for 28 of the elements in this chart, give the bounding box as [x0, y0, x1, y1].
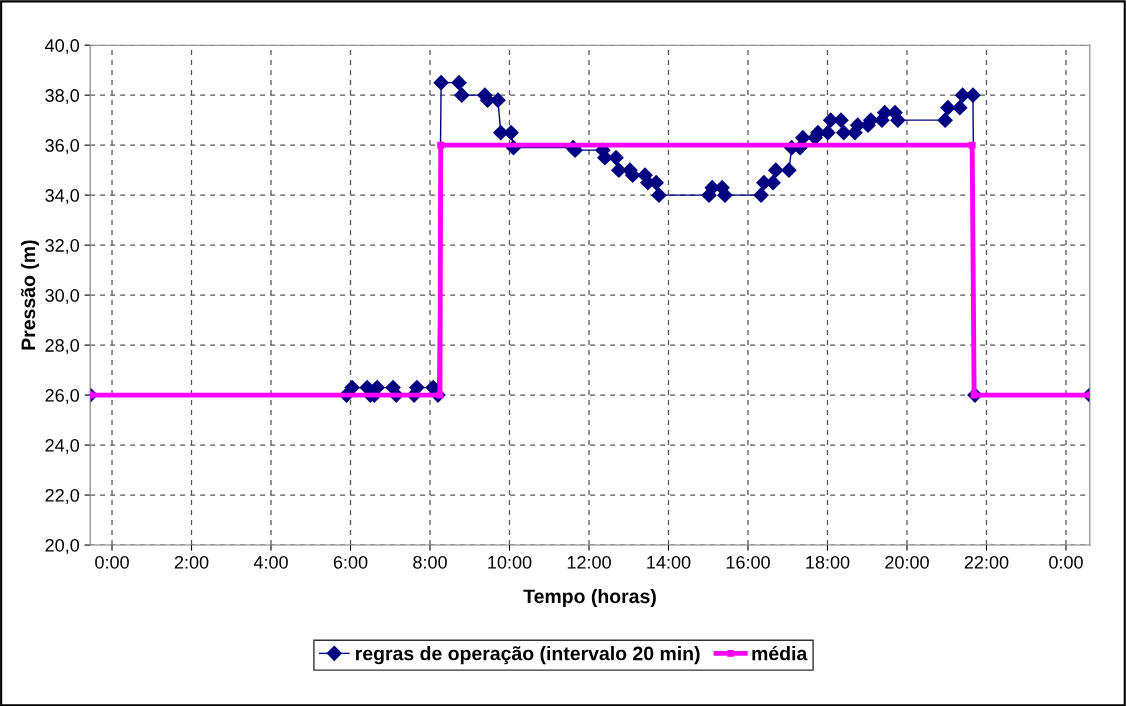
x-tick-label: 14:00 [647, 555, 691, 569]
y-tick-label: 28,0 [45, 339, 80, 354]
x-tick-label: 18:00 [806, 555, 850, 569]
y-tick-label: 22,0 [45, 488, 80, 504]
y-tick-label: 32,0 [45, 239, 80, 254]
x-tick-label: 10:00 [488, 555, 532, 569]
x-tick-label: 0:00 [1049, 555, 1083, 569]
x-tick-label: 22:00 [964, 555, 1009, 569]
y-tick-label: 20,0 [45, 538, 80, 554]
y-tick-label: 38,0 [45, 89, 80, 105]
legend-label: regras de operação (intervalo 20 min) [356, 646, 700, 665]
y-tick-label: 24,0 [45, 439, 80, 454]
x-axis-title: Tempo (horas) [523, 588, 656, 608]
y-axis-title: Pressão (m) [20, 240, 40, 350]
x-tick-label: 4:00 [253, 555, 288, 569]
x-tick-label: 0:00 [95, 555, 129, 569]
x-tick-label: 2:00 [174, 555, 209, 569]
y-tick-label: 30,0 [45, 289, 80, 304]
x-tick-label: 6:00 [333, 555, 368, 569]
y-tick-label: 36,0 [45, 139, 80, 155]
legend-label: média [752, 645, 808, 661]
y-tick-label: 40,0 [45, 39, 80, 55]
y-tick-label: 26,0 [45, 389, 80, 404]
x-tick-label: 16:00 [726, 555, 770, 569]
y-tick-label: 34,0 [45, 189, 80, 204]
x-tick-label: 12:00 [567, 555, 611, 569]
x-tick-label: 20:00 [885, 555, 929, 569]
x-tick-label: 8:00 [413, 555, 447, 569]
